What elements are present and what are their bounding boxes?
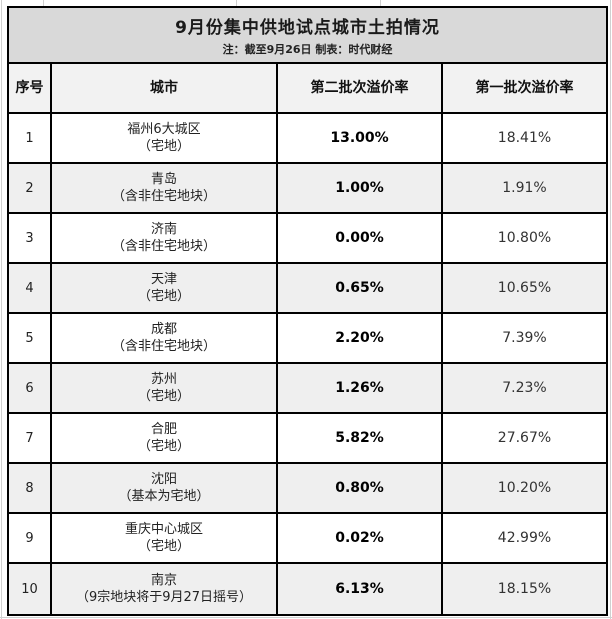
city-name: 青岛 (150, 172, 177, 187)
city-note: （9宗地块将于9月27日摇号） (75, 590, 253, 605)
city-cell: 济南 （含非住宅地块） (52, 214, 278, 264)
city-cell: 合肥 （宅地） (52, 414, 278, 464)
margin-gridline (610, 0, 611, 619)
batch2-premium-cell: 0.80% (278, 464, 443, 514)
row-index-cell: 2 (9, 164, 52, 214)
city-name: 南京 (150, 573, 177, 588)
city-name: 天津 (150, 272, 177, 287)
batch2-premium-cell: 5.82% (278, 414, 443, 464)
batch2-premium-cell: 1.00% (278, 164, 443, 214)
row-index-cell: 6 (9, 364, 52, 414)
city-cell: 天津 （宅地） (52, 264, 278, 314)
land-auction-table: 9月份集中供地试点城市土拍情况 注：截至9月26日 制表：时代财经 序号 城市 … (7, 6, 608, 616)
batch1-premium-cell: 10.80% (443, 214, 606, 264)
margin-gridline (0, 617, 612, 618)
table-title: 9月份集中供地试点城市土拍情况 (175, 18, 440, 38)
batch1-premium-cell: 42.99% (443, 514, 606, 564)
city-note: （含非住宅地块） (111, 339, 216, 354)
batch2-premium-cell: 0.02% (278, 514, 443, 564)
column-header-batch1: 第一批次溢价率 (443, 64, 606, 114)
city-cell: 福州6大城区 （宅地） (52, 114, 278, 164)
row-index-cell: 7 (9, 414, 52, 464)
margin-gridline (236, 0, 237, 6)
city-name: 苏州 (150, 372, 177, 387)
city-name: 成都 (150, 322, 177, 337)
city-name: 福州6大城区 (127, 122, 201, 137)
city-cell: 沈阳 （基本为宅地） (52, 464, 278, 514)
row-index-cell: 5 (9, 314, 52, 364)
batch1-premium-cell: 7.39% (443, 314, 606, 364)
row-index-cell: 10 (9, 564, 52, 614)
column-header-batch2: 第二批次溢价率 (278, 64, 443, 114)
row-index-cell: 3 (9, 214, 52, 264)
city-name: 济南 (150, 222, 177, 237)
batch1-premium-cell: 10.65% (443, 264, 606, 314)
table-title-block: 9月份集中供地试点城市土拍情况 注：截至9月26日 制表：时代财经 (9, 8, 606, 64)
city-note: （含非住宅地块） (111, 189, 216, 204)
city-note: （含非住宅地块） (111, 239, 216, 254)
city-cell: 重庆中心城区 （宅地） (52, 514, 278, 564)
row-index-cell: 1 (9, 114, 52, 164)
city-note: （宅地） (137, 289, 190, 304)
table-subtitle: 注：截至9月26日 制表：时代财经 (222, 43, 393, 56)
batch2-premium-cell: 1.26% (278, 364, 443, 414)
batch2-premium-cell: 2.20% (278, 314, 443, 364)
batch2-premium-cell: 0.00% (278, 214, 443, 264)
batch1-premium-cell: 7.23% (443, 364, 606, 414)
table-grid: 序号 城市 第二批次溢价率 第一批次溢价率 1 福州6大城区 （宅地） 13.00% 1… (9, 64, 606, 614)
city-cell: 南京 （9宗地块将于9月27日摇号） (52, 564, 278, 614)
batch1-premium-cell: 18.15% (443, 564, 606, 614)
batch2-premium-cell: 13.00% (278, 114, 443, 164)
batch1-premium-cell: 1.91% (443, 164, 606, 214)
batch2-premium-cell: 6.13% (278, 564, 443, 614)
row-index-cell: 8 (9, 464, 52, 514)
city-cell: 青岛 （含非住宅地块） (52, 164, 278, 214)
row-index-cell: 9 (9, 514, 52, 564)
batch1-premium-cell: 27.67% (443, 414, 606, 464)
city-note: （宅地） (137, 389, 190, 404)
batch1-premium-cell: 10.20% (443, 464, 606, 514)
city-note: （宅地） (137, 439, 190, 454)
city-note: （宅地） (137, 139, 190, 154)
margin-gridline (1, 0, 2, 619)
city-name: 沈阳 (150, 472, 177, 487)
city-name: 重庆中心城区 (124, 522, 203, 537)
city-note: （宅地） (137, 539, 190, 554)
city-cell: 成都 （含非住宅地块） (52, 314, 278, 364)
batch1-premium-cell: 18.41% (443, 114, 606, 164)
margin-gridline (43, 0, 44, 6)
batch2-premium-cell: 0.65% (278, 264, 443, 314)
row-index-cell: 4 (9, 264, 52, 314)
column-header-index: 序号 (9, 64, 52, 114)
city-cell: 苏州 （宅地） (52, 364, 278, 414)
city-name: 合肥 (150, 422, 177, 437)
city-note: （基本为宅地） (118, 489, 210, 504)
margin-gridline (380, 0, 381, 6)
column-header-city: 城市 (52, 64, 278, 114)
